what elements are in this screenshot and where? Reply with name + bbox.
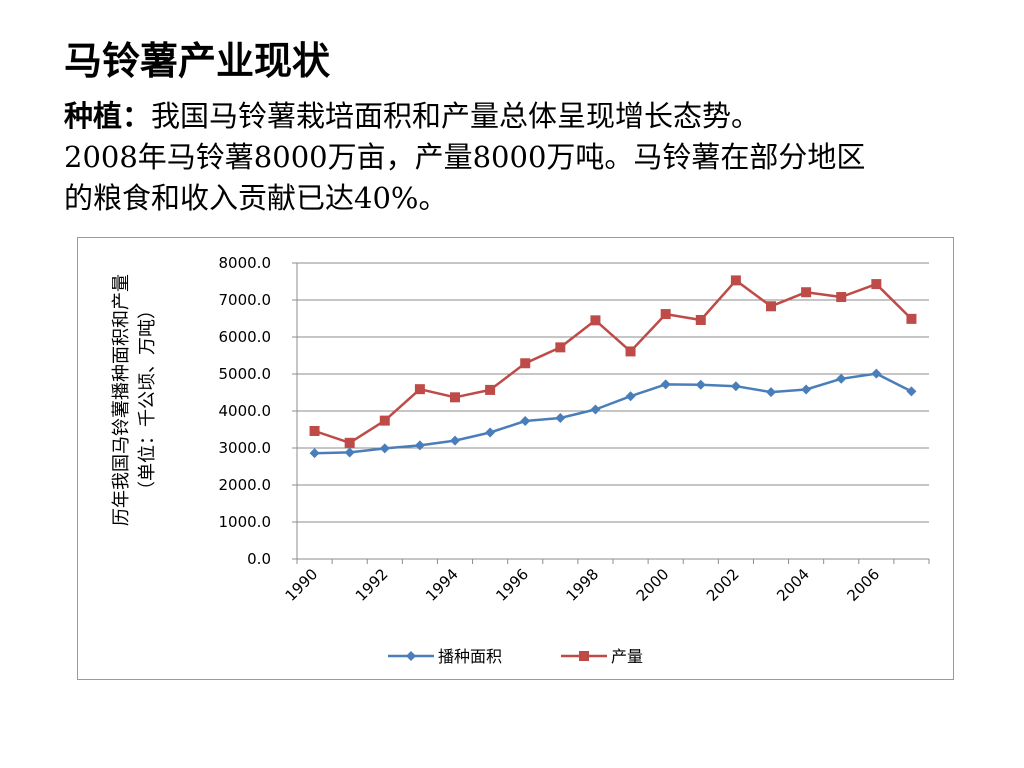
y-tick-label: 1000.0 bbox=[219, 513, 272, 531]
data-point bbox=[871, 368, 882, 379]
data-point bbox=[801, 384, 812, 395]
series-line-1 bbox=[314, 372, 912, 455]
body-line-3: 的粮食和收入贡献已达40%。 bbox=[64, 181, 448, 215]
data-point bbox=[520, 358, 531, 369]
data-point bbox=[766, 387, 776, 398]
body-line-1-text: 我国马铃薯栽培面积和产量总体呈现增长态势。 bbox=[151, 99, 761, 133]
data-point bbox=[344, 437, 355, 448]
x-tick-label: 1996 bbox=[492, 565, 532, 605]
data-point bbox=[520, 415, 531, 426]
data-point bbox=[730, 381, 741, 392]
x-tick-label: 1994 bbox=[422, 565, 462, 605]
data-point bbox=[485, 384, 496, 395]
data-point bbox=[836, 373, 847, 384]
y-tick-label: 2000.0 bbox=[219, 476, 272, 494]
y-tick-label: 7000.0 bbox=[219, 291, 272, 309]
body-lead: 种植： bbox=[64, 99, 152, 133]
body-line-2: 2008年马铃薯8000万亩，产量8000万吨。马铃薯在部分地区 bbox=[64, 140, 866, 174]
data-point bbox=[309, 448, 320, 459]
data-point bbox=[625, 346, 636, 357]
data-point bbox=[906, 313, 917, 324]
slide-title: 马铃薯产业现状 bbox=[64, 38, 331, 83]
data-point bbox=[871, 279, 882, 290]
data-point bbox=[379, 415, 390, 426]
data-point bbox=[730, 275, 741, 286]
x-tick-label: 1992 bbox=[352, 565, 392, 605]
data-point bbox=[450, 392, 460, 403]
data-point bbox=[555, 342, 566, 353]
data-point bbox=[766, 301, 776, 312]
y-tick-label: 6000.0 bbox=[219, 328, 272, 346]
data-point bbox=[906, 386, 917, 397]
data-point bbox=[485, 427, 496, 438]
data-point bbox=[660, 309, 671, 320]
y-tick-label: 0.0 bbox=[247, 550, 271, 568]
data-point bbox=[836, 292, 847, 303]
series-line-2 bbox=[314, 279, 913, 445]
data-point bbox=[801, 287, 812, 298]
data-point bbox=[660, 379, 671, 390]
legend-label-2: 产量 bbox=[611, 647, 643, 666]
data-point bbox=[625, 391, 636, 402]
data-point bbox=[379, 443, 390, 454]
y-tick-label: 8000.0 bbox=[219, 254, 272, 272]
legend-marker-2 bbox=[579, 651, 589, 661]
x-tick-label: 2006 bbox=[843, 565, 883, 605]
data-point bbox=[344, 447, 355, 458]
data-point bbox=[590, 404, 601, 415]
data-point bbox=[695, 379, 706, 390]
x-tick-label: 2004 bbox=[773, 565, 813, 605]
line-chart: 0.0 1000.0 2000.0 3000.0 4000.0 5000.0 6000.0 7… bbox=[219, 254, 930, 666]
data-point bbox=[309, 425, 320, 436]
data-point bbox=[555, 413, 566, 424]
y-tick-label: 4000.0 bbox=[219, 402, 272, 420]
x-tick-label: 1990 bbox=[282, 565, 322, 605]
x-tick-label: 1998 bbox=[563, 565, 603, 605]
data-point bbox=[590, 315, 601, 326]
x-tick-label: 2000 bbox=[633, 565, 673, 605]
body-line-1: 种植：我国马铃薯栽培面积和产量总体呈现增长态势。 bbox=[64, 96, 964, 137]
slide-body: 种植：我国马铃薯栽培面积和产量总体呈现增长态势。 2008年马铃薯8000万亩，… bbox=[64, 96, 964, 219]
data-point bbox=[695, 314, 706, 325]
legend-label-1: 播种面积 bbox=[438, 647, 502, 666]
y-tick-label: 3000.0 bbox=[219, 439, 272, 457]
chart-frame: 历年我国马铃薯播种面积和产量 （单位：千公顷、万吨） 0.0 1000.0 2000… bbox=[77, 237, 954, 680]
y-tick-label: 5000.0 bbox=[219, 365, 272, 383]
legend-marker-1 bbox=[406, 651, 416, 661]
data-point bbox=[450, 435, 460, 446]
data-point bbox=[414, 384, 425, 395]
x-tick-label: 2002 bbox=[703, 565, 743, 605]
data-point bbox=[414, 440, 425, 451]
